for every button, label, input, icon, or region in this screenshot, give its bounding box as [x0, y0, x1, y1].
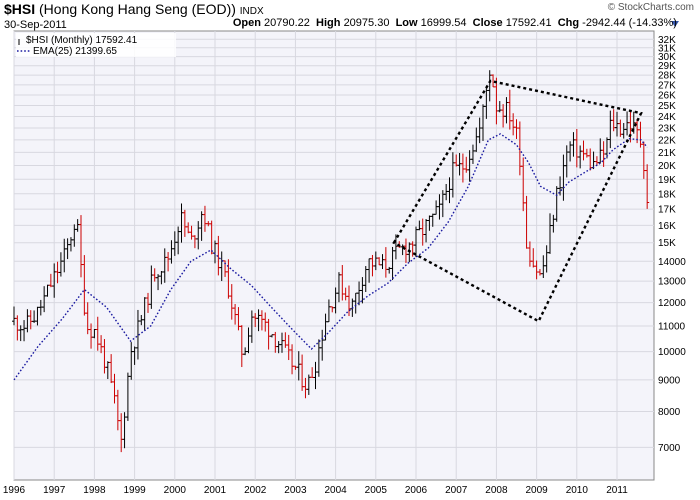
y-tick-label: 16K: [658, 221, 676, 232]
y-tick-label: 30K: [658, 52, 676, 63]
symbol: $HSI: [4, 1, 36, 17]
index-name: (Hong Kong Hang Seng (EOD)): [39, 1, 236, 17]
x-tick-label: 2011: [606, 485, 628, 496]
x-tick-label: 1996: [3, 485, 26, 496]
x-tick-label: 1998: [83, 485, 106, 496]
brand-logo: © StockCharts.com: [607, 2, 694, 13]
y-tick-label: 10000: [658, 347, 686, 358]
plot-area: [13, 30, 655, 481]
y-axis-ticks: 7000 8000 9000 10000 11000 12000 13000 14000 15K…: [658, 35, 686, 454]
x-tick-label: 2000: [164, 485, 187, 496]
x-tick-label: 2003: [284, 485, 307, 496]
x-axis-ticks: 1996 1997 1998 1999 2000 2001 2002 2003 2004 2005…: [3, 485, 628, 496]
y-tick-label: 25K: [658, 101, 676, 112]
y-tick-label: 8000: [658, 407, 681, 418]
x-tick-label: 2007: [445, 485, 468, 496]
y-tick-label: 18K: [658, 189, 676, 200]
menu-arrow-icon[interactable]: [671, 21, 679, 27]
x-tick-label: 2008: [485, 485, 508, 496]
gridlines: [13, 31, 654, 480]
price-bars: [12, 70, 650, 453]
y-tick-label: 17K: [658, 205, 676, 216]
high-value: 20975.30: [343, 17, 390, 29]
chg-value: -2942.44 (-14.33%): [582, 17, 677, 29]
y-tick-label: 19K: [658, 175, 676, 186]
y-tick-label: 23K: [658, 123, 676, 134]
y-tick-label: 21K: [658, 148, 676, 159]
y-tick-label: 12000: [658, 298, 686, 309]
ohlc-bar: [645, 164, 650, 209]
y-tick-label: 15K: [658, 238, 676, 249]
ema-line: [13, 133, 648, 381]
y-tick-label: 11000: [658, 322, 686, 333]
exchange: INDX: [239, 6, 264, 17]
x-tick-label: 2010: [566, 485, 589, 496]
y-tick-label: 31K: [658, 43, 676, 54]
chart-date: 30-Sep-2011: [4, 19, 67, 31]
chart-title: $HSI (Hong Kong Hang Seng (EOD)) INDX: [4, 1, 264, 17]
y-tick-label: 32K: [658, 35, 676, 46]
close-value: 17592.41: [505, 17, 552, 29]
legend-box: $HSI (Monthly) 17592.41 EMA(25) 21399.65: [16, 33, 176, 57]
x-tick-label: 1999: [123, 485, 146, 496]
legend-ema-label: EMA(25) 21399.65: [33, 46, 117, 57]
close-label: Close: [472, 17, 503, 29]
legend-main-label: $HSI (Monthly) 17592.41: [26, 35, 138, 46]
high-label: High: [316, 17, 341, 29]
x-tick-label: 1997: [43, 485, 66, 496]
x-tick-label: 2009: [525, 485, 548, 496]
y-tick-label: 27K: [658, 80, 676, 91]
chg-label: Chg: [557, 17, 580, 29]
y-tick-label: 7000: [658, 443, 681, 454]
y-tick-label: 29K: [658, 61, 676, 72]
y-tick-label: 22K: [658, 135, 676, 146]
open-value: 20790.22: [264, 17, 310, 29]
y-tick-label: 24K: [658, 112, 676, 123]
y-tick-label: 9000: [658, 375, 681, 386]
y-tick-label: 26K: [658, 91, 676, 102]
x-tick-label: 2004: [324, 485, 347, 496]
open-label: Open: [232, 17, 261, 29]
pattern-diamond: [392, 79, 643, 323]
x-tick-label: 2005: [365, 485, 388, 496]
y-tick-label: 20K: [658, 161, 676, 172]
x-tick-label: 2001: [204, 485, 227, 496]
ohlc-readout: Open 20790.22 High 20975.30 Low 16999.54…: [233, 17, 694, 29]
y-tick-label: 14000: [658, 257, 686, 268]
x-tick-label: 2002: [244, 485, 267, 496]
low-label: Low: [395, 17, 418, 29]
low-value: 16999.54: [420, 17, 467, 29]
y-tick-label: 28K: [658, 71, 676, 82]
x-tick-label: 2006: [405, 485, 428, 496]
y-tick-label: 13000: [658, 277, 686, 288]
